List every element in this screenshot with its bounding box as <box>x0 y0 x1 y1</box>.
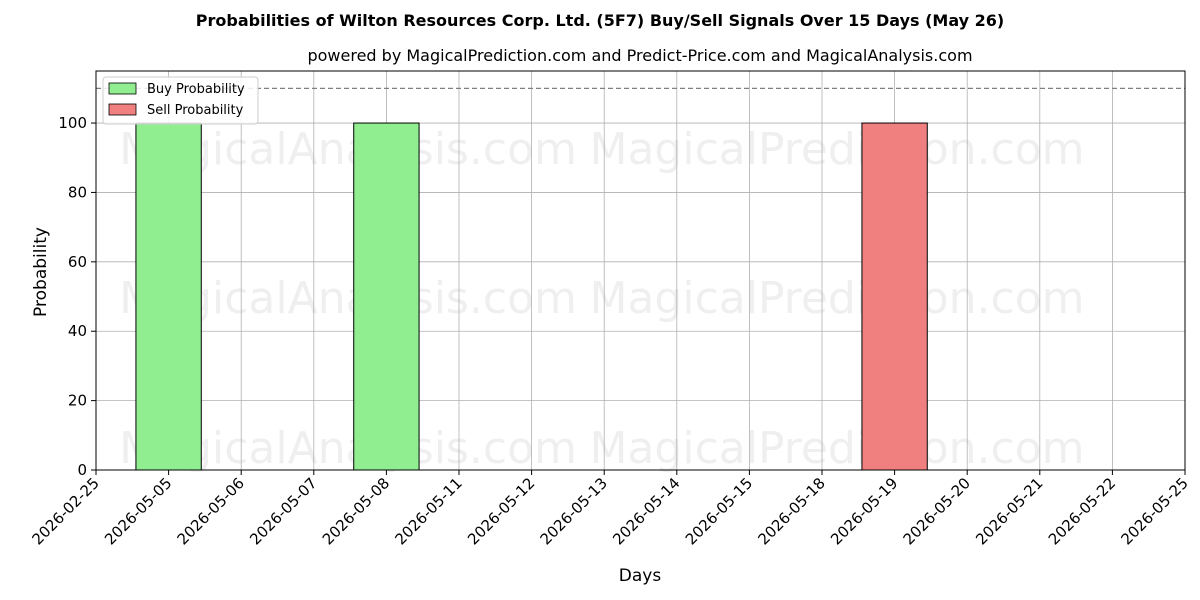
y-tick-label: 60 <box>68 253 87 271</box>
buy-bar <box>135 122 202 471</box>
chart-title: Probabilities of Wilton Resources Corp. … <box>196 11 1004 30</box>
buy-bar <box>353 122 420 471</box>
bars <box>135 122 928 471</box>
y-tick-label: 20 <box>68 392 87 410</box>
y-axis-label: Probability <box>31 227 51 317</box>
legend-swatch-sell <box>108 103 137 116</box>
y-tick-label: 0 <box>77 461 87 479</box>
y-tick-label: 80 <box>68 183 87 201</box>
y-tick-label: 40 <box>68 322 87 340</box>
legend-label-sell: Sell Probability <box>147 103 244 118</box>
y-axis-ticks: 0 20 40 60 80 100 <box>58 114 96 479</box>
x-axis-label: Days <box>619 566 662 586</box>
watermarks: MagicalAnalysis.com MagicalPrediction.com… <box>119 124 1084 474</box>
watermark-text: MagicalPrediction.com <box>590 124 1085 175</box>
y-tick-label: 100 <box>58 114 87 132</box>
legend-box <box>102 76 259 125</box>
legend: Buy Probability Sell Probability <box>102 76 259 125</box>
chart-subtitle: powered by MagicalPrediction.com and Pre… <box>307 46 972 65</box>
watermark-text: MagicalPrediction.com <box>590 273 1085 324</box>
legend-swatch-buy <box>108 82 137 95</box>
watermark-text: MagicalPrediction.com <box>590 423 1085 474</box>
sell-bar <box>861 122 928 471</box>
plot-frame <box>95 70 1186 471</box>
legend-label-buy: Buy Probability <box>147 82 245 97</box>
